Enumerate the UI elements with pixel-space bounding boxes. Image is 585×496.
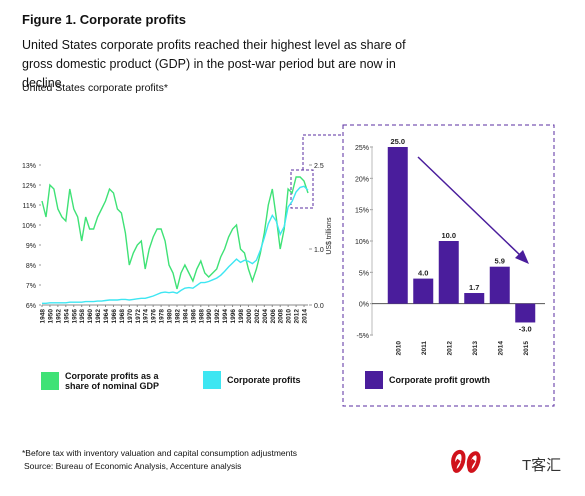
bar [515,303,536,323]
bar [438,241,459,304]
value-label: -3.0 [519,324,532,333]
legend-item: Corporate profits as a share of nominal … [41,371,181,391]
y-tick-label: -5% [357,333,369,340]
x-tick-label: 1958 [79,309,86,324]
y-tick-label: 6% [26,303,36,310]
bar [489,266,510,304]
legend-swatch [365,371,383,389]
bar [413,278,434,304]
y-tick-label: 10% [22,223,36,230]
x-tick-label: 2014 [302,309,309,324]
x-tick-label: 1986 [190,309,197,324]
logo [451,449,481,473]
y-tick-label: 5% [359,270,369,277]
connector [302,134,343,170]
x-tick-label: 2012 [446,341,453,356]
x-tick-label: 2010 [395,341,402,356]
series-line [42,185,309,304]
x-tick-label: 2015 [523,341,530,356]
x-tick-label: 2002 [254,309,261,324]
x-tick-label: 1990 [206,309,213,324]
value-label: 5.9 [495,257,505,266]
legend-label: Corporate profits as a share of nominal … [65,371,160,391]
x-tick-label: 2010 [286,309,293,324]
value-label: 1.7 [469,283,479,292]
x-tick-label: 1980 [167,309,174,324]
value-label: 10.0 [441,231,456,240]
subtitle: United States corporate profits reached … [22,38,406,90]
y2-tick-label: 2.5 [314,163,324,170]
legend-swatch [203,371,221,389]
x-tick-label: 1976 [151,309,158,324]
y-tick-label: 13% [22,163,36,170]
x-tick-label: 1992 [214,309,221,324]
x-tick-label: 2000 [246,309,253,324]
x-tick-label: 1970 [127,309,134,324]
x-tick-label: 2008 [278,309,285,324]
x-tick-label: 2006 [270,309,277,324]
x-tick-label: 1996 [230,309,237,324]
x-tick-label: 2012 [294,309,301,324]
x-tick-label: 1968 [119,309,126,324]
y-tick-label: 9% [26,243,36,250]
x-tick-label: 1964 [103,309,110,324]
y-tick-label: 12% [22,183,36,190]
x-tick-label: 1978 [159,309,166,324]
legend-item: Corporate profit growth [365,371,525,389]
x-tick-label: 1954 [63,309,70,324]
title: Figure 1. Corporate profits [22,12,186,27]
legend-swatch [41,372,59,390]
series-line [41,176,309,290]
y-tick-label: 10% [355,239,369,246]
x-tick-label: 1950 [47,309,54,324]
y-tick-label: 8% [26,263,36,270]
x-tick-label: 2011 [421,341,428,355]
x-tick-label: 1952 [55,309,62,324]
footnote: *Before tax with inventory valuation and… [22,448,297,458]
trend-arrowhead [515,250,529,264]
x-tick-label: 1974 [143,309,150,324]
y-tick-label: 11% [23,203,37,210]
x-tick-label: 1960 [87,309,94,324]
y-tick-label: 7% [26,283,36,290]
legend-item: Corporate profits [203,371,323,389]
y2-tick-label: 1.0 [314,247,324,254]
legend-label: Corporate profit growth [389,375,490,385]
highlight-box [290,169,314,209]
y-tick-label: 25% [355,145,369,152]
x-tick-label: 1982 [174,309,181,324]
x-tick-label: 1988 [198,309,205,324]
watermark: T客汇 [522,457,561,474]
x-tick-label: 1956 [71,309,78,324]
footnote: Source: Bureau of Economic Analysis, Acc… [24,461,242,471]
value-label: 4.0 [418,269,428,278]
x-tick-label: 2013 [472,341,479,356]
y-tick-label: 0% [359,302,369,309]
y2-axis-label: US$ trillions [326,217,333,255]
y2-tick-label: 0.0 [314,303,324,310]
x-tick-label: 1998 [238,309,245,324]
legend-label: Corporate profits [227,375,301,385]
x-tick-label: 2004 [262,309,269,324]
trend-arrow [417,156,523,258]
x-tick-label: 1962 [95,309,102,324]
x-tick-label: 1972 [135,309,142,324]
x-tick-label: 2014 [497,341,504,356]
value-label: 25.0 [390,137,405,146]
bar [464,293,485,304]
chart-heading: United States corporate profits* [22,82,168,94]
y-tick-label: 15% [355,208,369,215]
y-tick-label: 20% [355,176,369,183]
highlight-box [342,124,555,407]
x-tick-label: 1984 [182,309,189,324]
x-tick-label: 1948 [40,309,47,324]
x-tick-label: 1994 [222,309,229,324]
bar [387,147,408,304]
x-tick-label: 1966 [111,309,118,324]
